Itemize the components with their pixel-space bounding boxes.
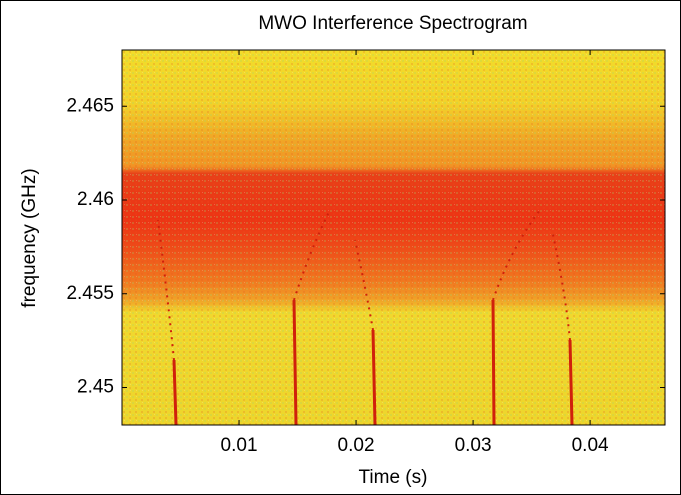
x-axis-label: Time (s) <box>359 467 428 488</box>
y-axis-label: frequency (GHz) <box>19 168 40 307</box>
y-tick-label: 2.45 <box>77 377 114 398</box>
x-tick-label: 0.01 <box>221 435 258 456</box>
x-tick-label: 0.04 <box>572 435 609 456</box>
plot-border <box>121 49 666 426</box>
spectrogram-noise <box>122 50 665 425</box>
plot-area <box>121 49 666 426</box>
interference-traces <box>157 209 574 426</box>
y-tick-label: 2.465 <box>66 95 114 116</box>
chart-title: MWO Interference Spectrogram <box>258 13 527 34</box>
y-tick-label: 2.46 <box>77 189 114 210</box>
y-tick-label: 2.455 <box>66 283 114 304</box>
x-tick-label: 0.03 <box>455 435 492 456</box>
x-tick-label: 0.02 <box>338 435 375 456</box>
